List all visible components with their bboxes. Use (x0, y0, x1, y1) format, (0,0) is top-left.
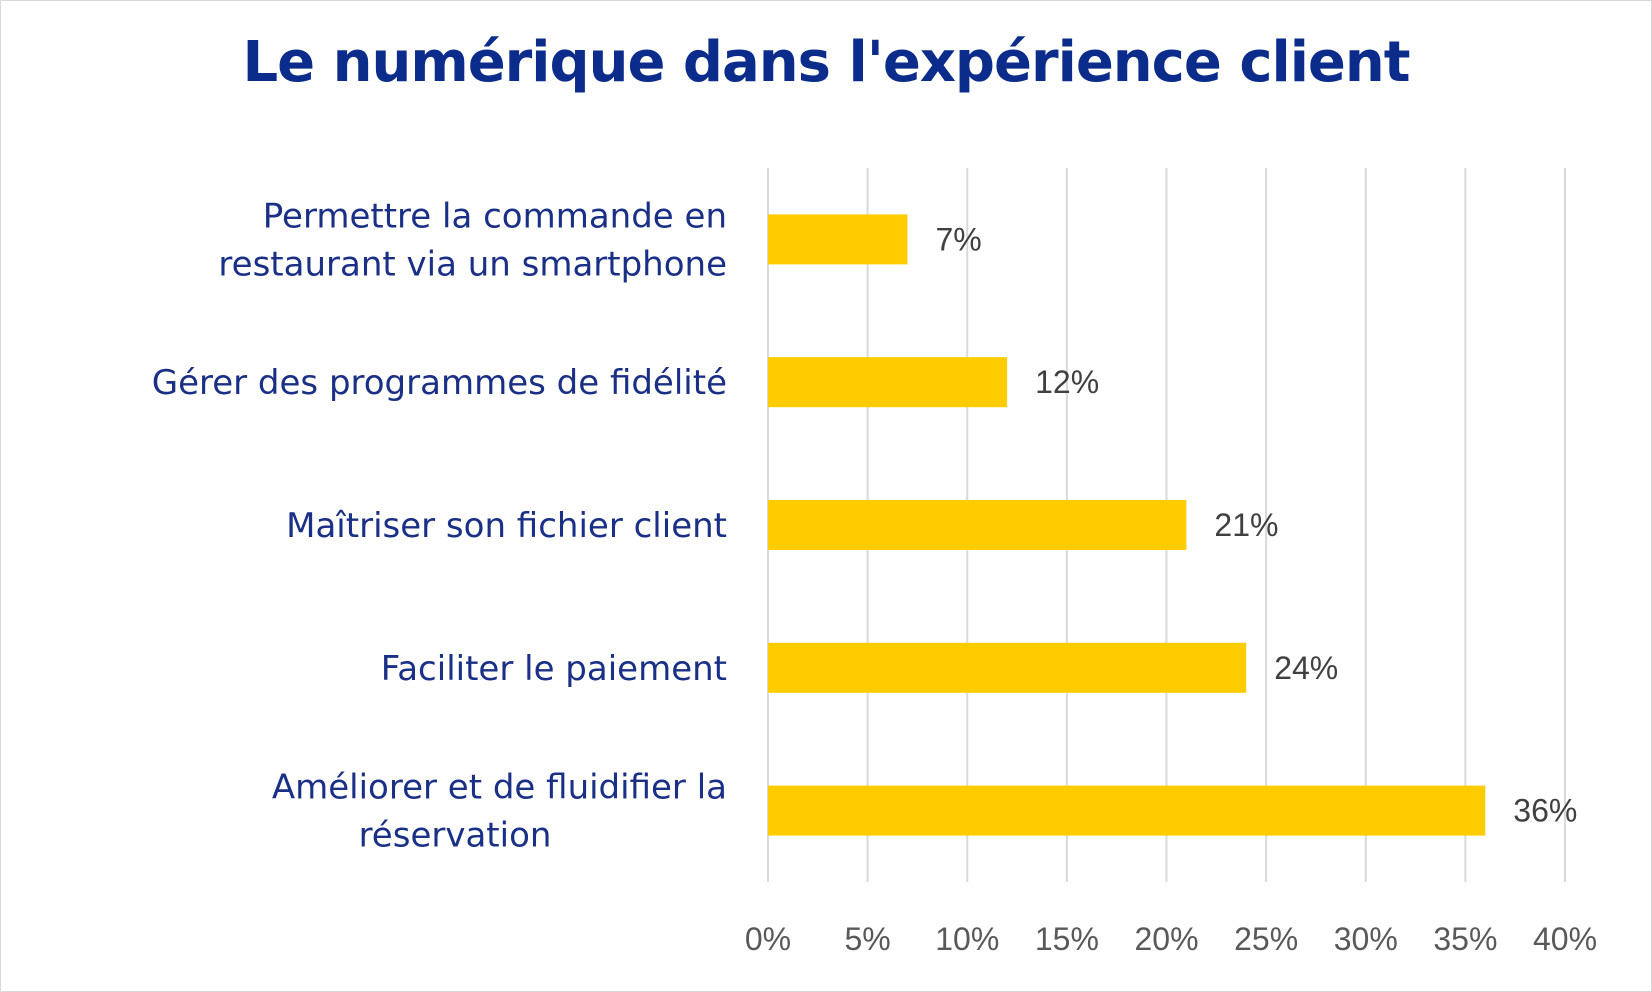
x-tick-label-40: 40% (1533, 921, 1597, 957)
data-label-3: 21% (1214, 507, 1278, 543)
x-tick-label-10: 10% (935, 921, 999, 957)
x-tick-label-0: 0% (745, 921, 791, 957)
category-label-2-line-1: Gérer des programmes de fidélité (152, 363, 727, 403)
bar-5 (768, 785, 1486, 836)
data-label-4: 24% (1274, 650, 1338, 686)
data-labels: 7% 12% 21% 24% 36% (935, 221, 1577, 828)
chart-title: Le numérique dans l'expérience client (242, 30, 1410, 95)
bar-2 (768, 357, 1008, 408)
data-label-5: 36% (1513, 793, 1577, 829)
category-label-3-line-1: Maîtriser son fichier client (286, 506, 727, 546)
x-tick-label-35: 35% (1433, 921, 1497, 957)
x-axis-tick-labels: 0% 5% 10% 15% 20% 25% 30% 35% 40% (745, 921, 1597, 957)
bar-3 (768, 500, 1187, 550)
category-label-4-line-1: Faciliter le paiement (381, 649, 727, 689)
category-label-1-line-1: Permettre la commande en (263, 196, 727, 236)
bar-4 (768, 642, 1247, 693)
x-tick-label-30: 30% (1334, 921, 1398, 957)
x-tick-label-15: 15% (1035, 921, 1099, 957)
bar-1 (768, 214, 908, 265)
category-label-5-line-1: Améliorer et de fluidifier la (272, 768, 727, 808)
x-tick-label-5: 5% (845, 921, 891, 957)
category-labels: Permettre la commande en restaurant via u… (152, 196, 727, 855)
x-tick-label-20: 20% (1134, 921, 1198, 957)
category-label-1-line-2: restaurant via un smartphone (218, 244, 727, 284)
category-label-5-line-2: réservation (359, 816, 552, 856)
data-label-1: 7% (935, 221, 981, 257)
bars (768, 214, 1486, 836)
x-tick-label-25: 25% (1234, 921, 1298, 957)
data-label-2: 12% (1035, 364, 1099, 400)
